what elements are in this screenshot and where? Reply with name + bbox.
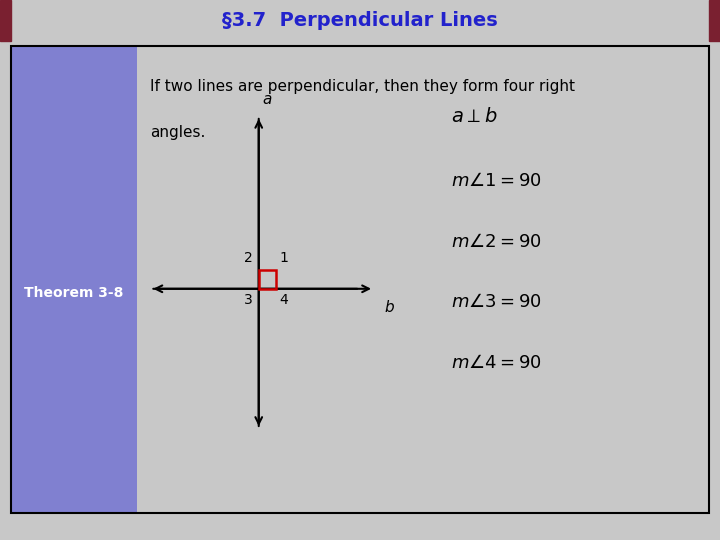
- Text: $m\angle 4 = 90$: $m\angle 4 = 90$: [451, 354, 541, 372]
- Text: $m\angle 3 = 90$: $m\angle 3 = 90$: [451, 293, 541, 312]
- Bar: [0, 0, 11, 40]
- Bar: [11, 46, 137, 513]
- Text: angles.: angles.: [150, 125, 206, 140]
- Text: 3: 3: [244, 293, 253, 307]
- Text: If two lines are perpendicular, then they form four right: If two lines are perpendicular, then the…: [150, 79, 575, 93]
- Text: 4: 4: [279, 293, 289, 307]
- Text: Theorem 3-8: Theorem 3-8: [24, 286, 123, 300]
- Text: b: b: [384, 300, 394, 315]
- Text: 2: 2: [244, 252, 253, 266]
- Bar: [258, 270, 276, 289]
- Bar: [709, 0, 720, 40]
- Text: a: a: [262, 92, 272, 106]
- Text: 1: 1: [279, 252, 289, 266]
- Text: §3.7  Perpendicular Lines: §3.7 Perpendicular Lines: [222, 11, 498, 30]
- Text: $m\angle 2 = 90$: $m\angle 2 = 90$: [451, 233, 541, 251]
- Text: $m\angle 1 = 90$: $m\angle 1 = 90$: [451, 172, 541, 190]
- Text: $a \perp b$: $a \perp b$: [451, 106, 498, 126]
